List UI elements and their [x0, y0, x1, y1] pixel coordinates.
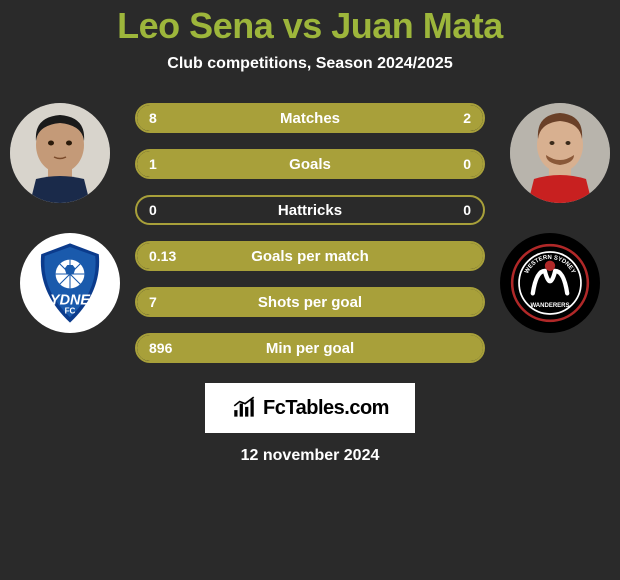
stat-label: Shots per goal: [137, 294, 483, 311]
player-face-icon: [510, 103, 610, 203]
player-face-icon: [10, 103, 110, 203]
page-title: Leo Sena vs Juan Mata: [117, 5, 503, 47]
stat-row-hattricks: 0 Hattricks 0: [135, 195, 485, 225]
stat-label: Hattricks: [137, 202, 483, 219]
footer-site-name: FcTables.com: [263, 397, 389, 420]
stat-row-goals-per-match: 0.13 Goals per match: [135, 241, 485, 271]
stat-value-right: 2: [463, 110, 471, 126]
club-badge-icon: YDNE FC: [25, 238, 115, 328]
stat-value-right: 0: [463, 202, 471, 218]
stat-row-shots-per-goal: 7 Shots per goal: [135, 287, 485, 317]
stat-label: Min per goal: [137, 340, 483, 357]
stat-row-goals: 1 Goals 0: [135, 149, 485, 179]
footer-date: 12 november 2024: [241, 447, 380, 465]
player-right-club-logo: WESTERN SYDNEY WANDERERS: [500, 233, 600, 333]
player-right-photo: [510, 103, 610, 203]
stat-label: Goals: [137, 156, 483, 173]
chart-icon: [231, 395, 257, 421]
footer-site-logo: FcTables.com: [205, 383, 415, 433]
player-left-photo: [10, 103, 110, 203]
svg-text:FC: FC: [65, 307, 76, 316]
stat-label: Goals per match: [137, 248, 483, 265]
stats-area: YDNE FC WESTERN SYDNEY WANDERERS 8 Ma: [0, 103, 620, 363]
club-badge-icon: WESTERN SYDNEY WANDERERS: [507, 240, 593, 326]
stat-value-right: 0: [463, 156, 471, 172]
subtitle: Club competitions, Season 2024/2025: [167, 55, 452, 73]
stat-rows: 8 Matches 2 1 Goals 0 0 Hattricks 0: [135, 103, 485, 363]
stat-label: Matches: [137, 110, 483, 127]
player-left-club-logo: YDNE FC: [20, 233, 120, 333]
infographic-container: Leo Sena vs Juan Mata Club competitions,…: [0, 0, 620, 580]
stat-row-min-per-goal: 896 Min per goal: [135, 333, 485, 363]
stat-row-matches: 8 Matches 2: [135, 103, 485, 133]
svg-text:WANDERERS: WANDERERS: [530, 303, 569, 309]
